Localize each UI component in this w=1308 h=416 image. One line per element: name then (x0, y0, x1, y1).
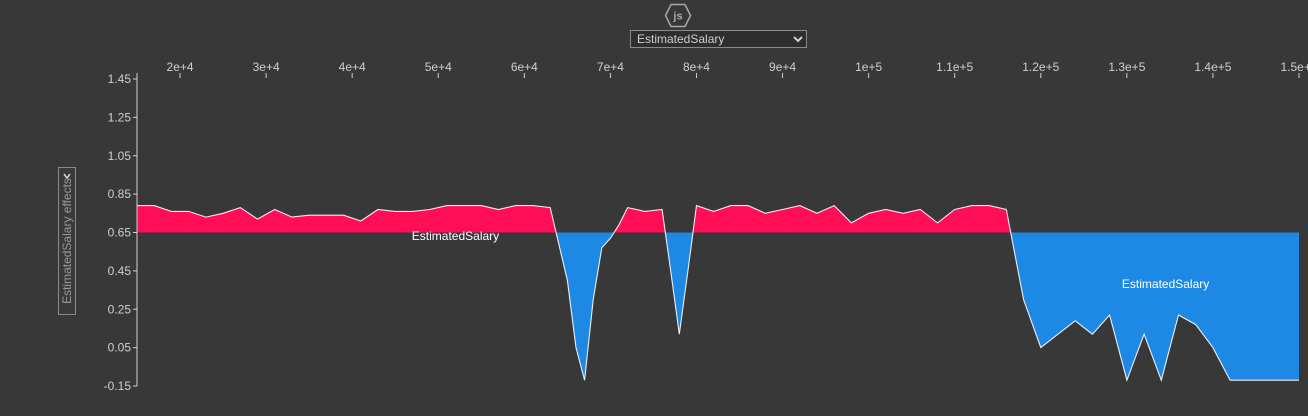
y-tick-label: 0.65 (108, 226, 132, 240)
y-tick-label: 0.25 (108, 302, 132, 316)
y-tick-label: 0.05 (108, 341, 132, 355)
x-tick-label: 9e+4 (769, 60, 796, 74)
feature-select[interactable]: EstimatedSalary (630, 30, 807, 48)
y-tick-label: 1.25 (108, 110, 132, 124)
x-tick-label: 5e+4 (425, 60, 452, 74)
x-tick-label: 1e+5 (855, 60, 882, 74)
x-tick-label: 1.4e+5 (1194, 60, 1231, 74)
negative-effect-area (665, 232, 693, 335)
x-tick-label: 1.3e+5 (1108, 60, 1145, 74)
positive-effect-area (137, 205, 556, 233)
logo-text: js (672, 11, 682, 23)
js-hexagon-icon: js (664, 3, 692, 28)
x-tick-label: 3e+4 (253, 60, 280, 74)
x-tick-label: 2e+4 (167, 60, 194, 74)
y-tick-label: 1.05 (108, 149, 132, 163)
y-tick-label: -0.15 (104, 379, 132, 393)
positive-effect-area (614, 207, 666, 233)
area-label: EstimatedSalary (1122, 277, 1209, 291)
y-axis-label-dropdown[interactable]: EstimatedSalary effects (58, 167, 76, 315)
x-tick-label: 1.1e+5 (936, 60, 973, 74)
x-tick-label: 7e+4 (597, 60, 624, 74)
negative-effect-area (1010, 232, 1299, 381)
x-tick-label: 1.5e+5 (1280, 60, 1308, 74)
y-tick-label: 0.45 (108, 264, 132, 278)
y-tick-label: 1.45 (108, 72, 132, 86)
area-label: EstimatedSalary (412, 229, 499, 243)
effect-line (137, 204, 1299, 383)
x-tick-label: 6e+4 (511, 60, 538, 74)
x-tick-label: 1.2e+5 (1022, 60, 1059, 74)
x-tick-label: 8e+4 (683, 60, 710, 74)
y-tick-label: 0.85 (108, 187, 132, 201)
chevron-down-icon (63, 173, 71, 180)
positive-effect-area (692, 205, 1011, 233)
negative-effect-area (556, 232, 615, 381)
x-tick-label: 4e+4 (339, 60, 366, 74)
